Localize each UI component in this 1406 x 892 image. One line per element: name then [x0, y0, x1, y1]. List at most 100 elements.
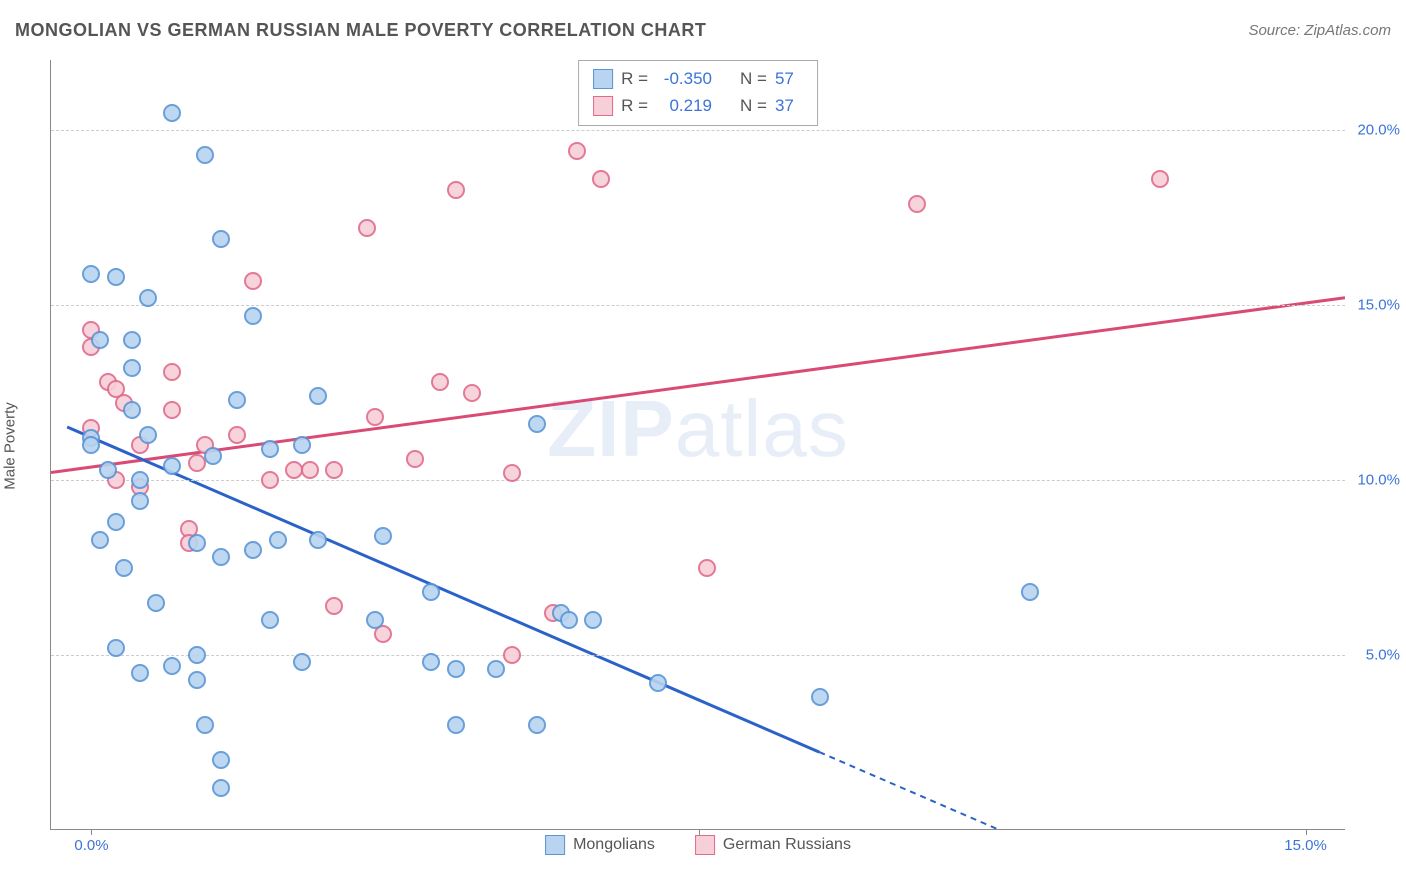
data-point-mongolians [293, 436, 311, 454]
legend-item-german-russians: German Russians [695, 835, 851, 855]
data-point-german-russians [244, 272, 262, 290]
xtick-label: 0.0% [74, 837, 108, 854]
legend-label-mongolians: Mongolians [573, 836, 655, 854]
data-point-mongolians [212, 548, 230, 566]
data-point-mongolians [107, 268, 125, 286]
n-label-a: N = [740, 65, 767, 92]
data-point-german-russians [463, 384, 481, 402]
data-point-german-russians [406, 450, 424, 468]
gridline [51, 130, 1345, 131]
xtick-mark [91, 829, 92, 835]
data-point-mongolians [422, 653, 440, 671]
legend-swatch-german-russians [695, 835, 715, 855]
data-point-mongolians [196, 716, 214, 734]
data-point-mongolians [82, 265, 100, 283]
data-point-mongolians [261, 611, 279, 629]
y-axis-label: Male Poverty [2, 402, 19, 490]
data-point-mongolians [107, 639, 125, 657]
plot-area: ZIPatlas R = -0.350 N = 57 R = 0.219 N =… [50, 60, 1345, 830]
data-point-mongolians [261, 440, 279, 458]
data-point-mongolians [487, 660, 505, 678]
ytick-label: 20.0% [1357, 122, 1400, 139]
data-point-german-russians [908, 195, 926, 213]
data-point-mongolians [244, 541, 262, 559]
n-label-b: N = [740, 92, 767, 119]
r-value-b: 0.219 [656, 92, 712, 119]
chart-source: Source: ZipAtlas.com [1248, 22, 1391, 39]
data-point-german-russians [592, 170, 610, 188]
ytick-label: 10.0% [1357, 472, 1400, 489]
n-value-b: 37 [775, 92, 803, 119]
gridline [51, 655, 1345, 656]
data-point-german-russians [228, 426, 246, 444]
data-point-mongolians [244, 307, 262, 325]
data-point-mongolians [196, 146, 214, 164]
ytick-label: 15.0% [1357, 297, 1400, 314]
r-value-a: -0.350 [656, 65, 712, 92]
data-point-german-russians [503, 646, 521, 664]
data-point-mongolians [123, 359, 141, 377]
data-point-mongolians [212, 230, 230, 248]
data-point-mongolians [1021, 583, 1039, 601]
swatch-german-russians [593, 96, 613, 116]
data-point-mongolians [115, 559, 133, 577]
stats-row-b: R = 0.219 N = 37 [593, 92, 803, 119]
data-point-german-russians [568, 142, 586, 160]
data-point-mongolians [188, 646, 206, 664]
data-point-german-russians [325, 461, 343, 479]
data-point-mongolians [123, 401, 141, 419]
data-point-mongolians [163, 657, 181, 675]
xtick-mark [1306, 829, 1307, 835]
data-point-mongolians [584, 611, 602, 629]
chart-title: MONGOLIAN VS GERMAN RUSSIAN MALE POVERTY… [15, 20, 706, 41]
legend-swatch-mongolians [545, 835, 565, 855]
data-point-mongolians [131, 471, 149, 489]
data-point-mongolians [528, 716, 546, 734]
swatch-mongolians [593, 69, 613, 89]
r-label-b: R = [621, 92, 648, 119]
data-point-german-russians [261, 471, 279, 489]
data-point-mongolians [204, 447, 222, 465]
data-point-german-russians [698, 559, 716, 577]
n-value-a: 57 [775, 65, 803, 92]
data-point-german-russians [358, 219, 376, 237]
data-point-mongolians [82, 436, 100, 454]
data-point-german-russians [163, 401, 181, 419]
data-point-mongolians [309, 531, 327, 549]
data-point-mongolians [422, 583, 440, 601]
data-point-german-russians [301, 461, 319, 479]
data-point-german-russians [447, 181, 465, 199]
data-point-mongolians [447, 716, 465, 734]
data-point-mongolians [163, 457, 181, 475]
watermark: ZIPatlas [547, 383, 848, 475]
data-point-mongolians [560, 611, 578, 629]
data-point-mongolians [139, 289, 157, 307]
stats-row-a: R = -0.350 N = 57 [593, 65, 803, 92]
gridline [51, 480, 1345, 481]
data-point-mongolians [447, 660, 465, 678]
data-point-mongolians [212, 779, 230, 797]
xtick-label: 15.0% [1284, 837, 1327, 854]
data-point-mongolians [91, 531, 109, 549]
data-point-mongolians [131, 492, 149, 510]
data-point-mongolians [147, 594, 165, 612]
data-point-mongolians [107, 513, 125, 531]
data-point-mongolians [131, 664, 149, 682]
gridline [51, 305, 1345, 306]
data-point-german-russians [431, 373, 449, 391]
data-point-mongolians [139, 426, 157, 444]
data-point-german-russians [163, 363, 181, 381]
ytick-label: 5.0% [1366, 647, 1400, 664]
data-point-german-russians [1151, 170, 1169, 188]
legend-label-german-russians: German Russians [723, 836, 851, 854]
data-point-german-russians [366, 408, 384, 426]
data-point-german-russians [503, 464, 521, 482]
data-point-mongolians [293, 653, 311, 671]
data-point-mongolians [528, 415, 546, 433]
data-point-mongolians [811, 688, 829, 706]
correlation-chart: MONGOLIAN VS GERMAN RUSSIAN MALE POVERTY… [0, 0, 1406, 892]
data-point-mongolians [99, 461, 117, 479]
legend-bottom: Mongolians German Russians [545, 835, 851, 855]
data-point-mongolians [91, 331, 109, 349]
data-point-mongolians [123, 331, 141, 349]
